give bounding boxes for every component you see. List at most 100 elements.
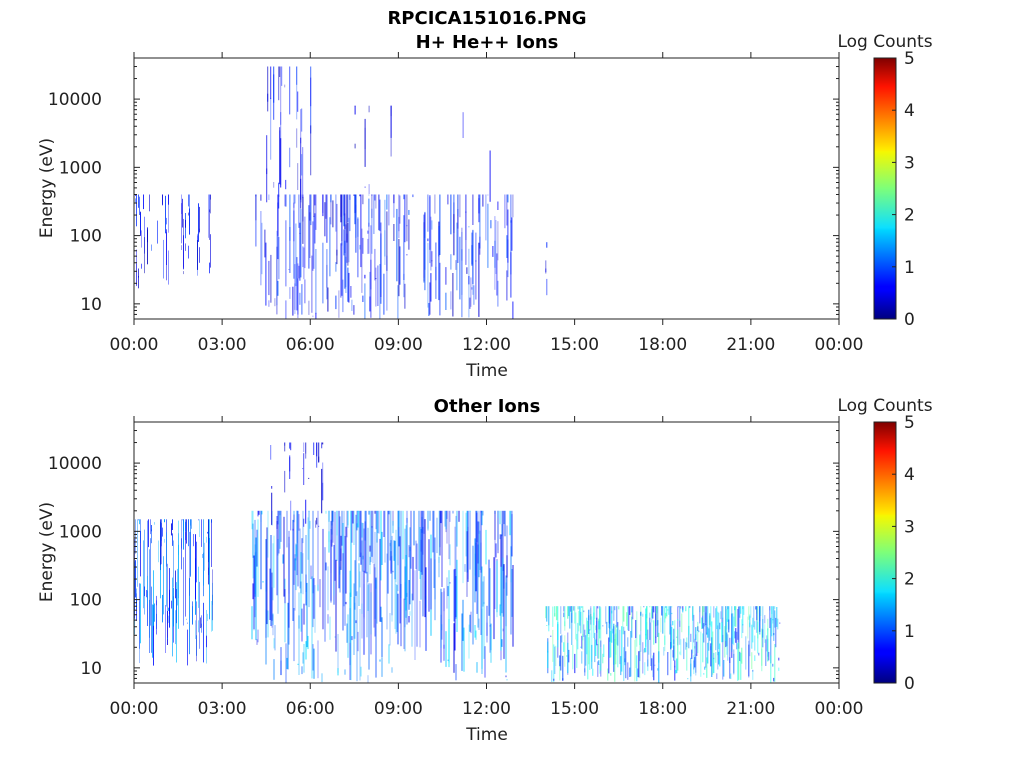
x-tick-label: 00:00: [815, 335, 864, 355]
x-tick-label: 12:00: [462, 335, 511, 355]
spectrogram-streak: [702, 633, 704, 663]
spectrogram-streak: [206, 635, 207, 648]
spectrogram-streak: [715, 608, 717, 651]
spectrogram-streak: [741, 619, 743, 639]
spectrogram-streak: [305, 641, 307, 660]
spectrogram-streak: [626, 612, 628, 627]
spectrogram-streak: [187, 629, 188, 666]
spectrogram-streak: [182, 519, 183, 521]
spectrogram-streak: [489, 625, 491, 653]
spectrogram-streak: [362, 237, 364, 254]
spectrogram-streak: [380, 510, 382, 581]
spectrogram-streak: [719, 622, 721, 630]
spectrogram-streak: [198, 203, 199, 242]
spectrogram-streak: [310, 125, 312, 176]
spectrogram-streak: [378, 194, 380, 231]
spectrogram-streak: [769, 606, 771, 628]
spectrogram-streak: [568, 606, 570, 617]
spectrogram-streak: [591, 644, 593, 669]
spectrogram-streak: [313, 648, 315, 679]
spectrogram-streak: [367, 675, 369, 683]
spectrogram-streak: [339, 516, 341, 593]
spectrogram-streak: [478, 242, 480, 317]
spectrogram-streak: [777, 618, 779, 630]
spectrogram-streak: [658, 632, 660, 663]
spectrogram-streak: [344, 535, 346, 626]
spectrogram-streak: [136, 593, 137, 609]
x-tick-label: 00:00: [110, 699, 159, 719]
spectrogram-streak: [344, 194, 346, 229]
spectrogram-streak: [699, 606, 701, 624]
spectrogram-streak: [178, 520, 179, 555]
spectrogram-streak: [640, 612, 642, 616]
spectrogram-streak: [575, 612, 577, 640]
spectrogram-streak: [465, 194, 467, 240]
spectrogram-streak: [564, 635, 566, 667]
spectrogram-streak: [497, 221, 499, 261]
spectrogram-streak: [724, 626, 726, 658]
spectrogram-streak: [391, 535, 393, 616]
spectrogram-streak: [162, 194, 163, 205]
spectrogram-streak: [321, 442, 323, 449]
spectrogram-streak: [368, 184, 370, 194]
spectrogram-streak: [193, 534, 194, 547]
spectrogram-streak: [201, 519, 202, 547]
spectrogram-streak: [428, 303, 430, 316]
spectrogram-streak: [376, 510, 378, 543]
spectrogram-streak: [371, 526, 373, 557]
spectrogram-streak: [161, 519, 162, 541]
spectrogram-streak: [266, 527, 268, 625]
spectrogram-streak: [293, 202, 295, 242]
y-tick-label: 1000: [59, 158, 102, 178]
spectrogram-streak: [719, 643, 721, 667]
spectrogram-streak: [671, 612, 673, 615]
spectrogram-streak: [144, 216, 145, 254]
spectrogram-streak: [399, 195, 401, 224]
spectrogram-streak: [199, 228, 200, 234]
spectrogram-streak: [301, 154, 303, 176]
spectrogram-streak: [403, 598, 405, 649]
spectrogram-streak: [434, 194, 436, 214]
spectrogram-streak: [614, 606, 616, 611]
spectrogram-streak: [406, 510, 408, 523]
spectrogram-streak: [271, 486, 273, 489]
spectrogram-streak: [295, 223, 297, 287]
spectrogram-streak: [696, 641, 698, 656]
spectrogram-streak: [561, 634, 563, 643]
spectrogram-streak: [386, 255, 388, 311]
spectrogram-streak: [773, 677, 775, 682]
spectrogram-streak: [481, 510, 483, 526]
spectrogram-streak: [297, 91, 299, 112]
spectrogram-streak: [587, 636, 589, 680]
spectrogram-streak: [510, 220, 512, 275]
spectrogram-streak: [295, 545, 297, 591]
spectrogram-streak: [600, 607, 602, 647]
spectrogram-streak: [358, 510, 360, 561]
spectrogram-streak: [199, 247, 200, 263]
spectrogram-streak: [212, 582, 213, 605]
spectrogram-streak: [504, 510, 506, 537]
spectrogram-streak: [172, 533, 173, 546]
spectrogram-streak: [408, 545, 410, 558]
spectrogram-streak: [298, 592, 300, 675]
spectrogram-streak: [445, 267, 447, 285]
spectrogram-streak: [671, 606, 673, 608]
spectrogram-streak: [403, 194, 405, 200]
spectrogram-streak: [630, 631, 632, 677]
spectrogram-data: [135, 66, 548, 319]
spectrogram-streak: [380, 606, 382, 622]
x-tick-label: 15:00: [550, 335, 599, 355]
spectrogram-streak: [265, 539, 267, 638]
spectrogram-streak: [572, 644, 574, 670]
spectrogram-streak: [252, 510, 254, 579]
spectrogram-streak: [432, 510, 434, 553]
spectrogram-streak: [703, 623, 705, 643]
spectrogram-streak: [627, 662, 629, 680]
spectrogram-streak: [412, 194, 414, 198]
spectrogram-streak: [301, 284, 303, 315]
spectrogram-streak: [682, 608, 684, 613]
spectrogram-streak: [341, 242, 343, 296]
x-tick-label: 09:00: [374, 335, 423, 355]
spectrogram-streak: [472, 545, 474, 645]
spectrogram-streak: [450, 194, 452, 235]
